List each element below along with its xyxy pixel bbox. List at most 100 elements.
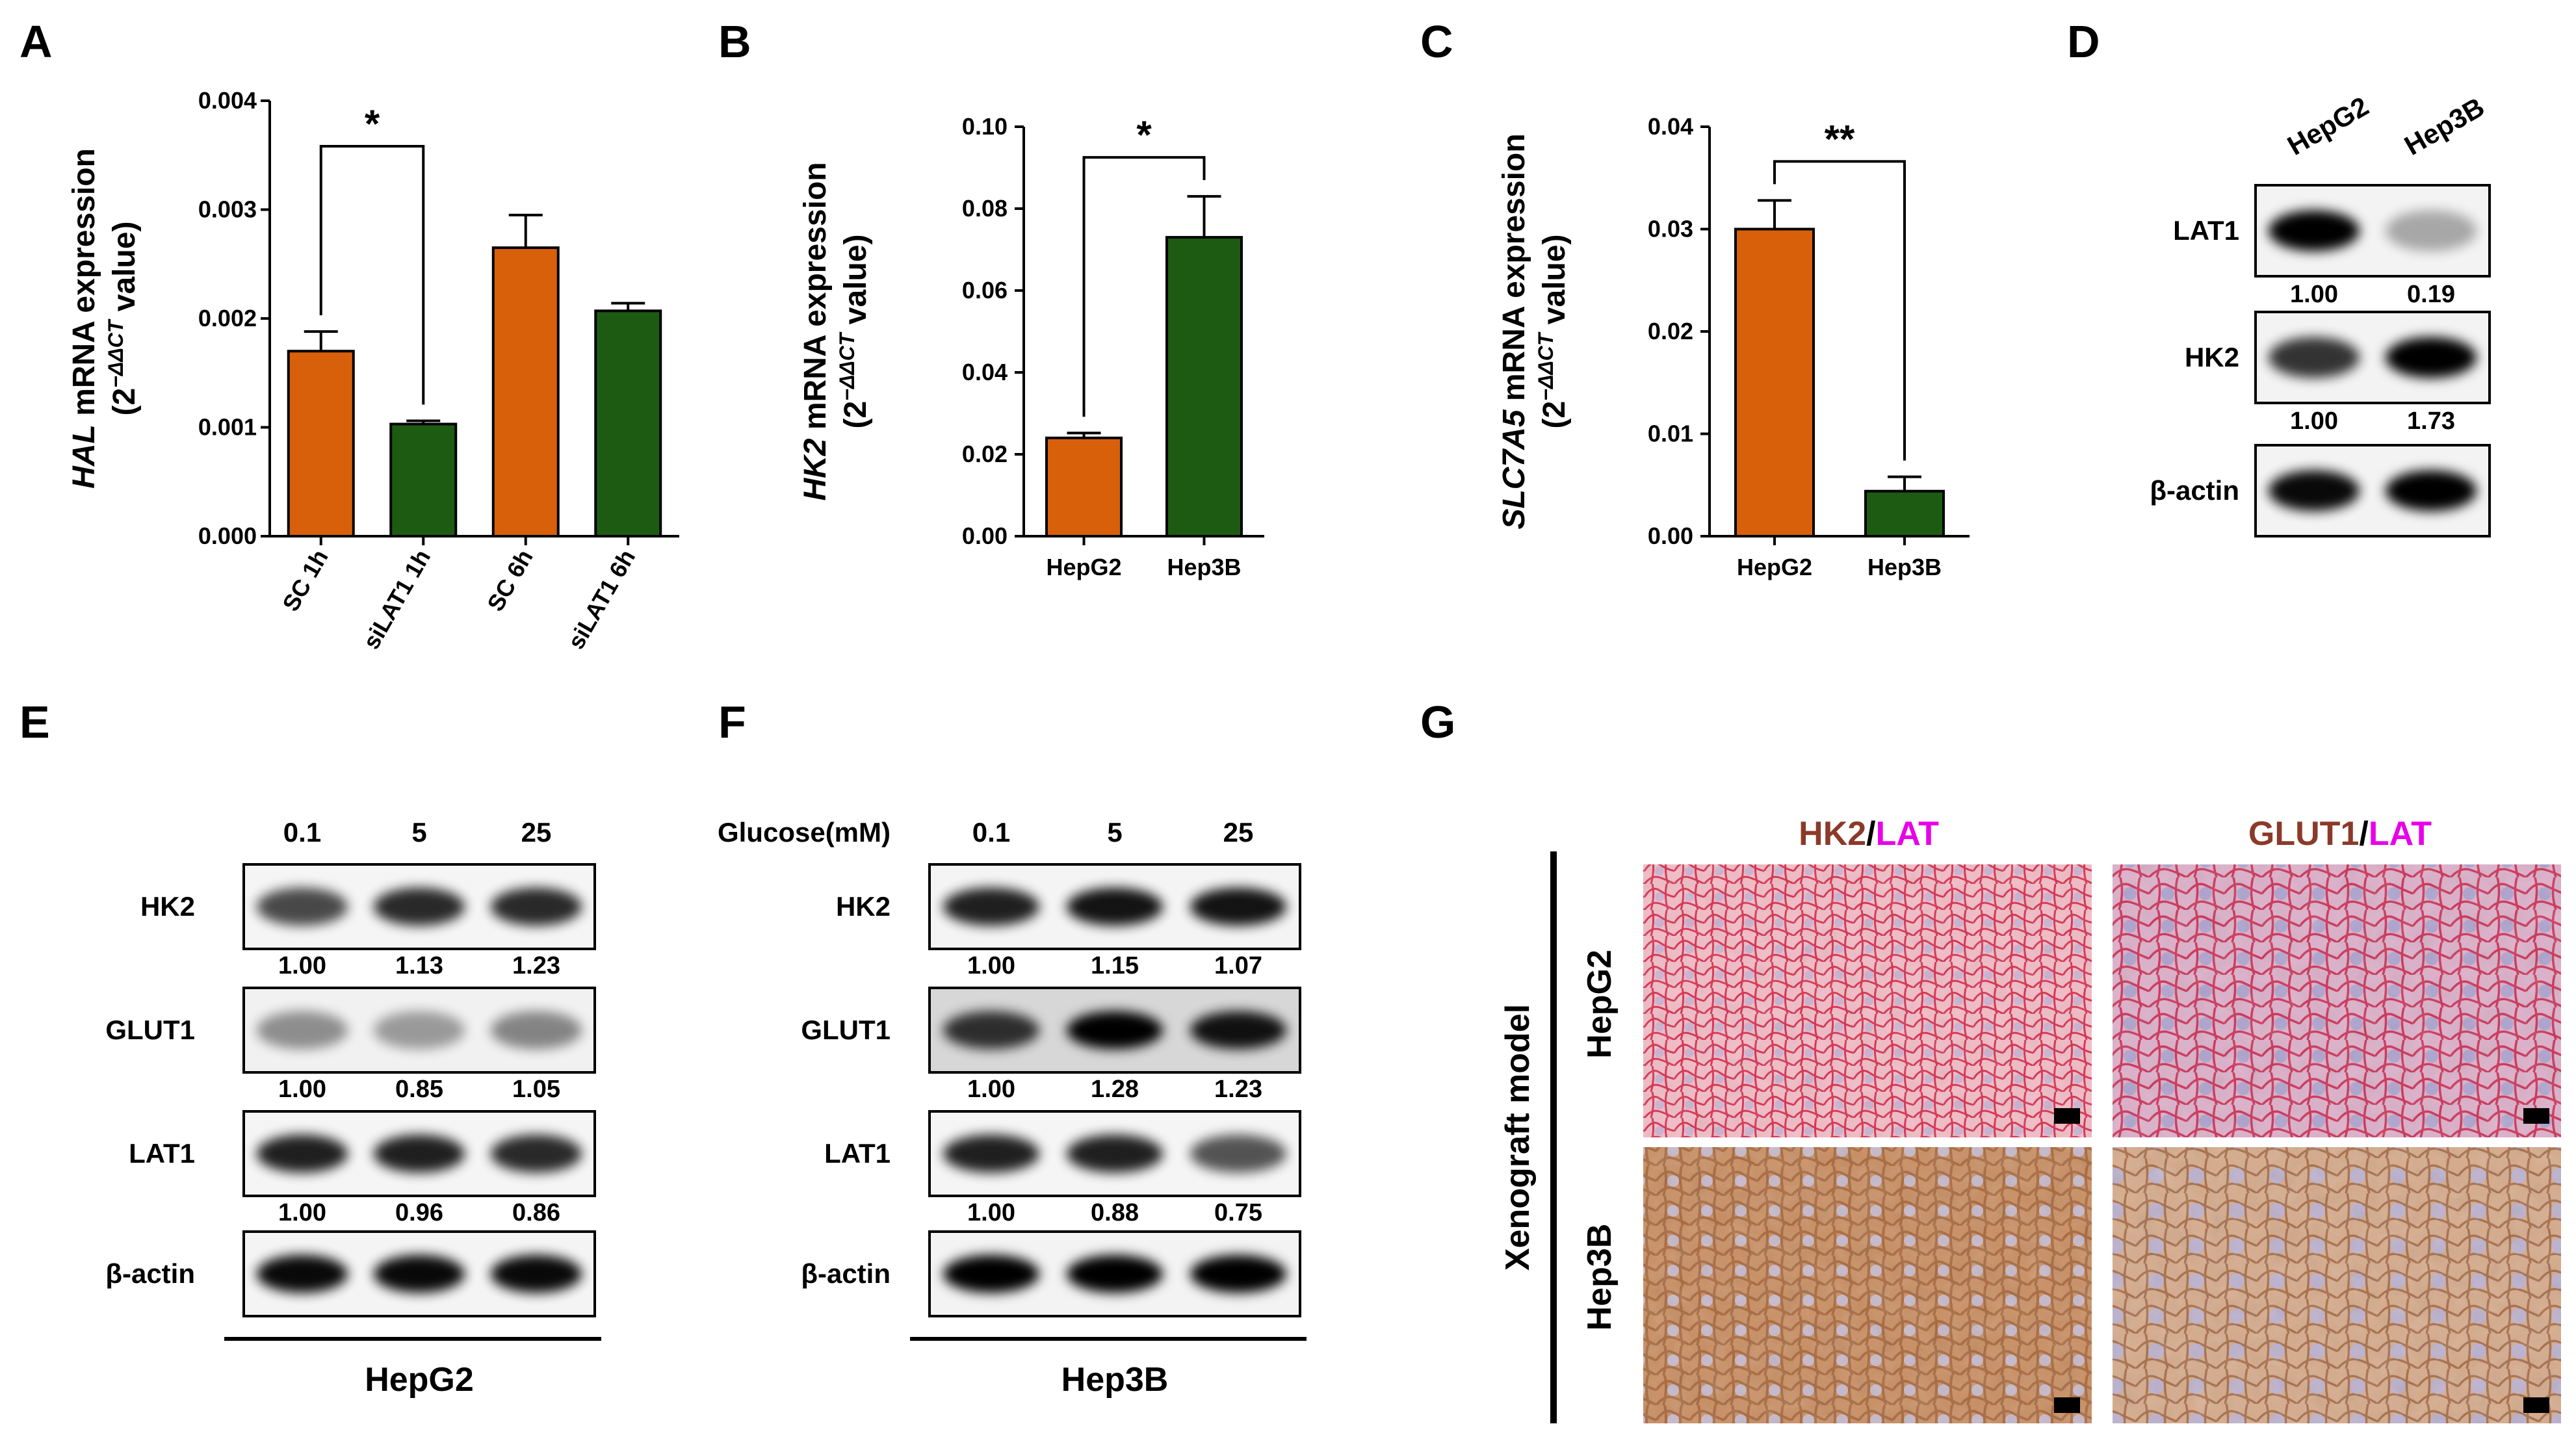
blot-band — [1190, 887, 1287, 926]
blot-row: LAT1 1.00 0.19 — [2173, 184, 2491, 308]
blot-row: β-actin — [801, 1230, 1301, 1317]
bar — [491, 246, 560, 537]
blot-row-label: LAT1 — [2173, 215, 2239, 246]
blot-band — [2385, 337, 2477, 378]
chart-slc7a5-expression: 0.00 0.01 0.02 0.03 0.04 HepG2 Hep3B ** SLC7A5 m… — [1497, 113, 1970, 580]
panel-label-f: F — [718, 697, 746, 747]
bar — [1165, 236, 1243, 537]
blot-quant-value: 1.00 — [967, 952, 1015, 979]
ihc-image-hepg2-hk2 — [1643, 864, 2092, 1137]
y-tick-label: 0.10 — [962, 113, 1008, 140]
col2-header: GLUT1/LAT — [2248, 815, 2432, 853]
blot-column-header: 5 — [411, 817, 426, 848]
ihc-panel: Xenograft model HepG2 Hep3B HK2/LAT GLUT… — [1499, 815, 2561, 1423]
blot-quant-value: 1.28 — [1091, 1076, 1139, 1103]
y-axis-gene: HAL — [67, 424, 101, 489]
significance-label: * — [1136, 113, 1152, 157]
blot-band — [490, 887, 582, 926]
y-axis-text: mRNA expression — [1497, 133, 1531, 409]
blot-row: β-actin — [2150, 444, 2491, 537]
y-tick-label: 0.004 — [198, 87, 257, 114]
blot-row-label: HK2 — [836, 891, 891, 922]
blot-row: LAT1 1.00 0.88 0.75 — [824, 1110, 1301, 1226]
blot-band — [373, 887, 465, 926]
blot-quant-value: 0.19 — [2407, 281, 2455, 308]
western-blot-d: HepG2 Hep3B LAT1 1.00 0.19 HK2 1.00 1.73 β-actin — [2150, 90, 2491, 537]
blot-quant-value: 0.85 — [395, 1076, 443, 1103]
y-tick-label: 0.04 — [962, 359, 1008, 385]
blot-band — [1190, 1134, 1287, 1173]
blot-quant-value: 1.73 — [2407, 408, 2455, 435]
blot-band — [373, 1254, 465, 1293]
y-axis-text: mRNA expression — [798, 162, 833, 438]
bar — [287, 350, 355, 537]
blot-quant-value: 1.00 — [278, 1199, 326, 1226]
blot-band — [2385, 470, 2477, 511]
blot-band — [256, 1254, 348, 1293]
row-label-hep3b: Hep3B — [1581, 1224, 1619, 1331]
blot-band — [1066, 1011, 1164, 1050]
blot-band — [2268, 470, 2360, 511]
blot-row-label: LAT1 — [129, 1138, 195, 1169]
blot-quant-value: 1.05 — [512, 1076, 560, 1103]
blot-quant-value: 1.00 — [967, 1076, 1015, 1103]
glucose-header-label: Glucose(mM) — [718, 817, 891, 848]
x-tick-label: SC 6h — [482, 545, 538, 616]
bar — [1734, 227, 1815, 537]
blot-row: β-actin — [105, 1230, 596, 1317]
blot-column-header: 25 — [1223, 817, 1254, 848]
y-tick-label: 0.00 — [962, 523, 1008, 549]
blot-column-header: 5 — [1107, 817, 1122, 848]
western-blot-e: 0.1 5 25 HK2 1.00 1.13 1.23 GLUT1 1.00 0.85 1.05 LA… — [105, 817, 601, 1399]
y-tick-label: 0.04 — [1648, 113, 1693, 140]
y-tick-label: 0.02 — [1648, 318, 1693, 344]
y-axis-suffix: value) — [1537, 234, 1572, 333]
y-axis-label: HAL mRNA expression — [67, 148, 101, 489]
y-axis-label: HK2 mRNA expression — [798, 162, 833, 500]
blot-row: HK2 1.00 1.73 — [2185, 311, 2491, 435]
y-axis-text: mRNA expression — [67, 148, 101, 424]
blot-column-header: HepG2 — [2282, 90, 2374, 161]
blot-row-label: HK2 — [140, 891, 195, 922]
panel-label-c: C — [1420, 16, 1453, 67]
blot-band — [490, 1254, 582, 1293]
blot-quant-value: 0.96 — [395, 1199, 443, 1226]
y-axis-label-line2: (2−ΔΔCT value) — [835, 234, 873, 428]
blot-quant-value: 1.00 — [2290, 281, 2338, 308]
blot-row-label: HK2 — [2185, 342, 2239, 372]
blot-row-label: LAT1 — [824, 1138, 891, 1169]
blot-row: GLUT1 1.00 0.85 1.05 — [105, 987, 596, 1103]
bar — [594, 309, 662, 537]
blot-quant-value: 0.75 — [1214, 1199, 1262, 1226]
blot-band — [1066, 1254, 1164, 1293]
cell-line-label: HepG2 — [365, 1361, 474, 1399]
y-tick-label: 0.00 — [1648, 523, 1693, 549]
blot-band — [373, 1134, 465, 1173]
western-blot-f: 0.1 5 25 Glucose(mM) HK2 1.00 1.15 1.07 GLUT1 1.0… — [718, 817, 1307, 1399]
x-tick-label: SC 1h — [277, 545, 333, 616]
x-tick-label: HepG2 — [1737, 554, 1812, 580]
blot-quant-value: 1.07 — [1214, 952, 1262, 979]
blot-quant-value: 1.23 — [1214, 1076, 1262, 1103]
x-tick-label: siLAT1 1h — [358, 545, 436, 654]
blot-band — [2268, 210, 2360, 252]
y-axis-label: SLC7A5 mRNA expression — [1497, 133, 1531, 529]
blot-quant-value: 1.00 — [278, 952, 326, 979]
chart-hk2-expression: 0.00 0.02 0.04 0.06 0.08 0.10 HepG2 Hep3B * HK2 m… — [798, 113, 1264, 580]
significance-bracket — [1082, 156, 1206, 417]
x-tick-label: Hep3B — [1867, 554, 1942, 580]
ihc-image-hepg2-glut1 — [2113, 864, 2561, 1137]
significance-label: ** — [1825, 117, 1855, 161]
bar — [1045, 436, 1123, 537]
blot-quant-value: 0.88 — [1091, 1199, 1139, 1226]
blot-band — [2268, 337, 2360, 378]
y-axis-paren: (2 — [839, 401, 873, 429]
col1-header: HK2/LAT — [1799, 815, 1939, 853]
panel-label-a: A — [20, 16, 53, 67]
blot-band — [1066, 887, 1164, 926]
x-tick-label: siLAT1 6h — [562, 545, 640, 654]
x-tick-label: HepG2 — [1046, 554, 1121, 580]
y-axis-suffix: value) — [839, 234, 873, 333]
blot-band — [943, 1134, 1040, 1173]
